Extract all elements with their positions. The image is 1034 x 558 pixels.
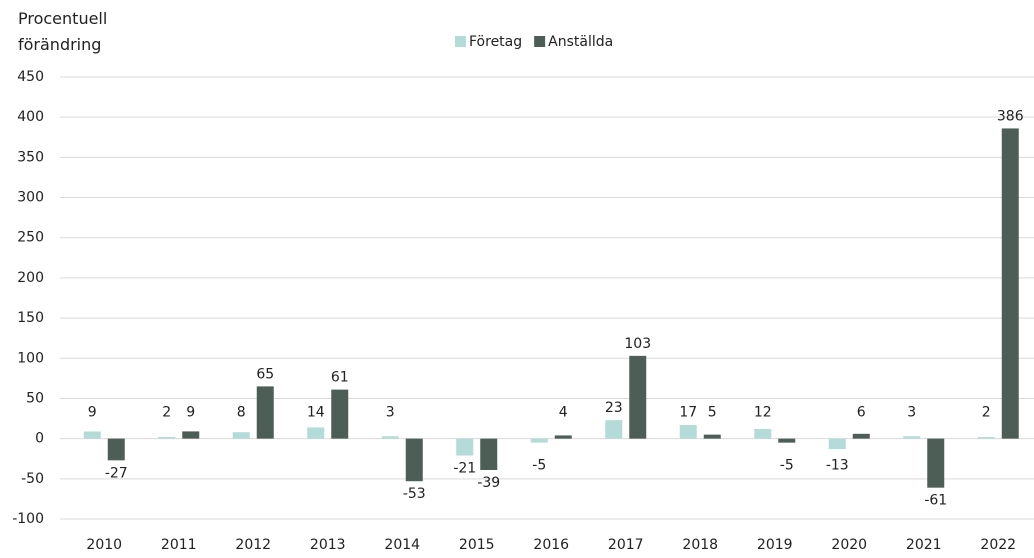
x-tick-label: 2011 — [161, 537, 197, 553]
data-label: 14 — [307, 405, 325, 421]
data-label: -13 — [826, 458, 849, 474]
bar — [307, 427, 325, 439]
bar — [256, 386, 274, 439]
data-label: 17 — [679, 405, 697, 421]
bar — [480, 438, 498, 470]
x-tick-label: 2012 — [235, 537, 271, 553]
bar — [828, 438, 846, 450]
y-tick-label: 350 — [17, 149, 44, 165]
bar — [679, 424, 697, 439]
y-tick-label: 400 — [17, 109, 44, 125]
y-tick-label: 450 — [17, 69, 44, 85]
bar — [1001, 128, 1019, 439]
x-tick-label: 2020 — [831, 537, 867, 553]
bar — [530, 438, 548, 443]
data-label: 61 — [331, 370, 349, 386]
y-tick-label: 200 — [17, 270, 44, 286]
x-tick-label: 2018 — [682, 537, 718, 553]
y-tick-label: -100 — [12, 511, 44, 527]
data-label: -27 — [105, 465, 128, 481]
bar — [852, 433, 870, 439]
data-label: 5 — [708, 405, 717, 421]
x-tick-label: 2010 — [86, 537, 122, 553]
legend-label: Anställda — [548, 34, 613, 50]
x-tick-label: 2016 — [533, 537, 569, 553]
data-label: -21 — [453, 461, 476, 477]
bar — [629, 355, 647, 439]
data-label: 103 — [624, 336, 651, 352]
data-label: 8 — [237, 405, 246, 421]
y-tick-label: 250 — [17, 230, 44, 246]
y-tick-label: 50 — [26, 390, 44, 406]
x-tick-label: 2019 — [757, 537, 793, 553]
y-tick-label: -50 — [21, 471, 44, 487]
bar — [232, 432, 250, 439]
legend-swatch — [455, 36, 466, 47]
data-label: 9 — [186, 405, 195, 421]
y-tick-label: 100 — [17, 350, 44, 366]
data-label: 3 — [907, 405, 916, 421]
bar — [158, 437, 176, 439]
x-tick-label: 2022 — [980, 537, 1016, 553]
bar — [83, 431, 101, 439]
x-tick-label: 2017 — [608, 537, 644, 553]
x-tick-label: 2013 — [310, 537, 346, 553]
data-label: 386 — [997, 108, 1024, 124]
data-label: 65 — [256, 366, 274, 382]
y-tick-label: 150 — [17, 310, 44, 326]
legend-swatch — [534, 36, 546, 47]
data-label: 4 — [559, 405, 568, 421]
x-tick-label: 2021 — [906, 537, 942, 553]
y-tick-label: 0 — [35, 431, 44, 447]
bar — [182, 431, 200, 439]
data-label: 2 — [162, 405, 171, 421]
bar — [554, 435, 572, 439]
bar — [977, 437, 995, 439]
x-tick-label: 2014 — [384, 537, 420, 553]
data-label: -39 — [477, 475, 500, 491]
bar — [703, 434, 721, 439]
legend-label: Företag — [469, 34, 522, 50]
data-label: -61 — [924, 493, 947, 509]
data-label: 9 — [88, 405, 97, 421]
data-label: 12 — [754, 405, 772, 421]
bar — [405, 438, 423, 482]
data-label: -5 — [532, 458, 546, 474]
data-label: 2 — [982, 405, 991, 421]
bar — [927, 438, 945, 488]
y-axis-label: Procentuell förändring — [18, 9, 108, 54]
data-label: -5 — [780, 458, 794, 474]
data-label: -53 — [403, 486, 426, 502]
y-tick-label: 300 — [17, 190, 44, 206]
bar — [605, 420, 623, 439]
bar — [381, 436, 399, 439]
bar — [107, 438, 125, 461]
data-label: 3 — [386, 405, 395, 421]
bar — [456, 438, 474, 456]
bar — [778, 438, 796, 443]
bar — [754, 428, 772, 439]
x-tick-label: 2015 — [459, 537, 495, 553]
bar — [903, 436, 921, 439]
bar — [331, 389, 349, 439]
data-label: 23 — [605, 400, 623, 416]
data-label: 6 — [857, 405, 866, 421]
